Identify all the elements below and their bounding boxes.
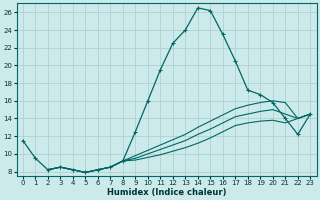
X-axis label: Humidex (Indice chaleur): Humidex (Indice chaleur)	[107, 188, 226, 197]
